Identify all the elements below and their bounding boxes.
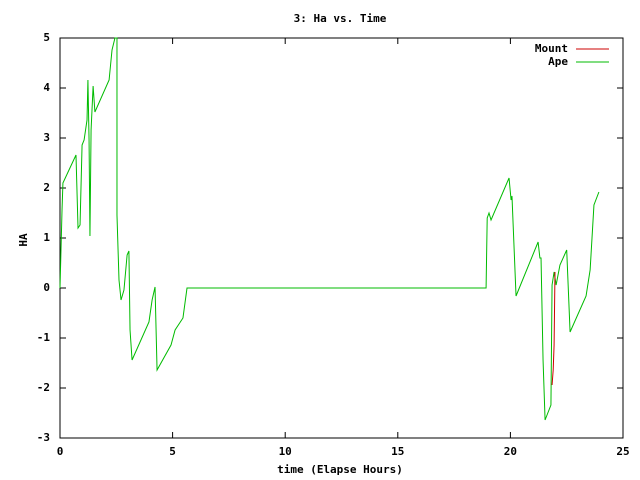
y-tick-label: -3 [37, 431, 50, 444]
x-tick-label: 25 [616, 445, 629, 458]
x-axis-label: time (Elapse Hours) [277, 463, 403, 476]
y-tick-label: 3 [43, 131, 50, 144]
y-axis-label: HA [17, 233, 30, 247]
x-tick-label: 20 [504, 445, 517, 458]
x-tick-label: 0 [57, 445, 64, 458]
y-tick-label: 1 [43, 231, 50, 244]
y-tick-label: 2 [43, 181, 50, 194]
x-tick-label: 15 [391, 445, 404, 458]
chart-title: 3: Ha vs. Time [294, 12, 387, 25]
x-tick-label: 5 [169, 445, 176, 458]
y-tick-label: -1 [37, 331, 51, 344]
x-tick-label: 10 [279, 445, 292, 458]
data-line [59, 37, 600, 421]
y-tick-label: -2 [37, 381, 50, 394]
plot-frame [59, 37, 624, 439]
legend-label: Mount [535, 42, 568, 55]
data-line [551, 271, 556, 386]
y-tick-label: 5 [43, 31, 50, 44]
y-tick-label: 4 [43, 81, 50, 94]
legend-label: Ape [548, 55, 568, 68]
y-tick-label: 0 [43, 281, 50, 294]
